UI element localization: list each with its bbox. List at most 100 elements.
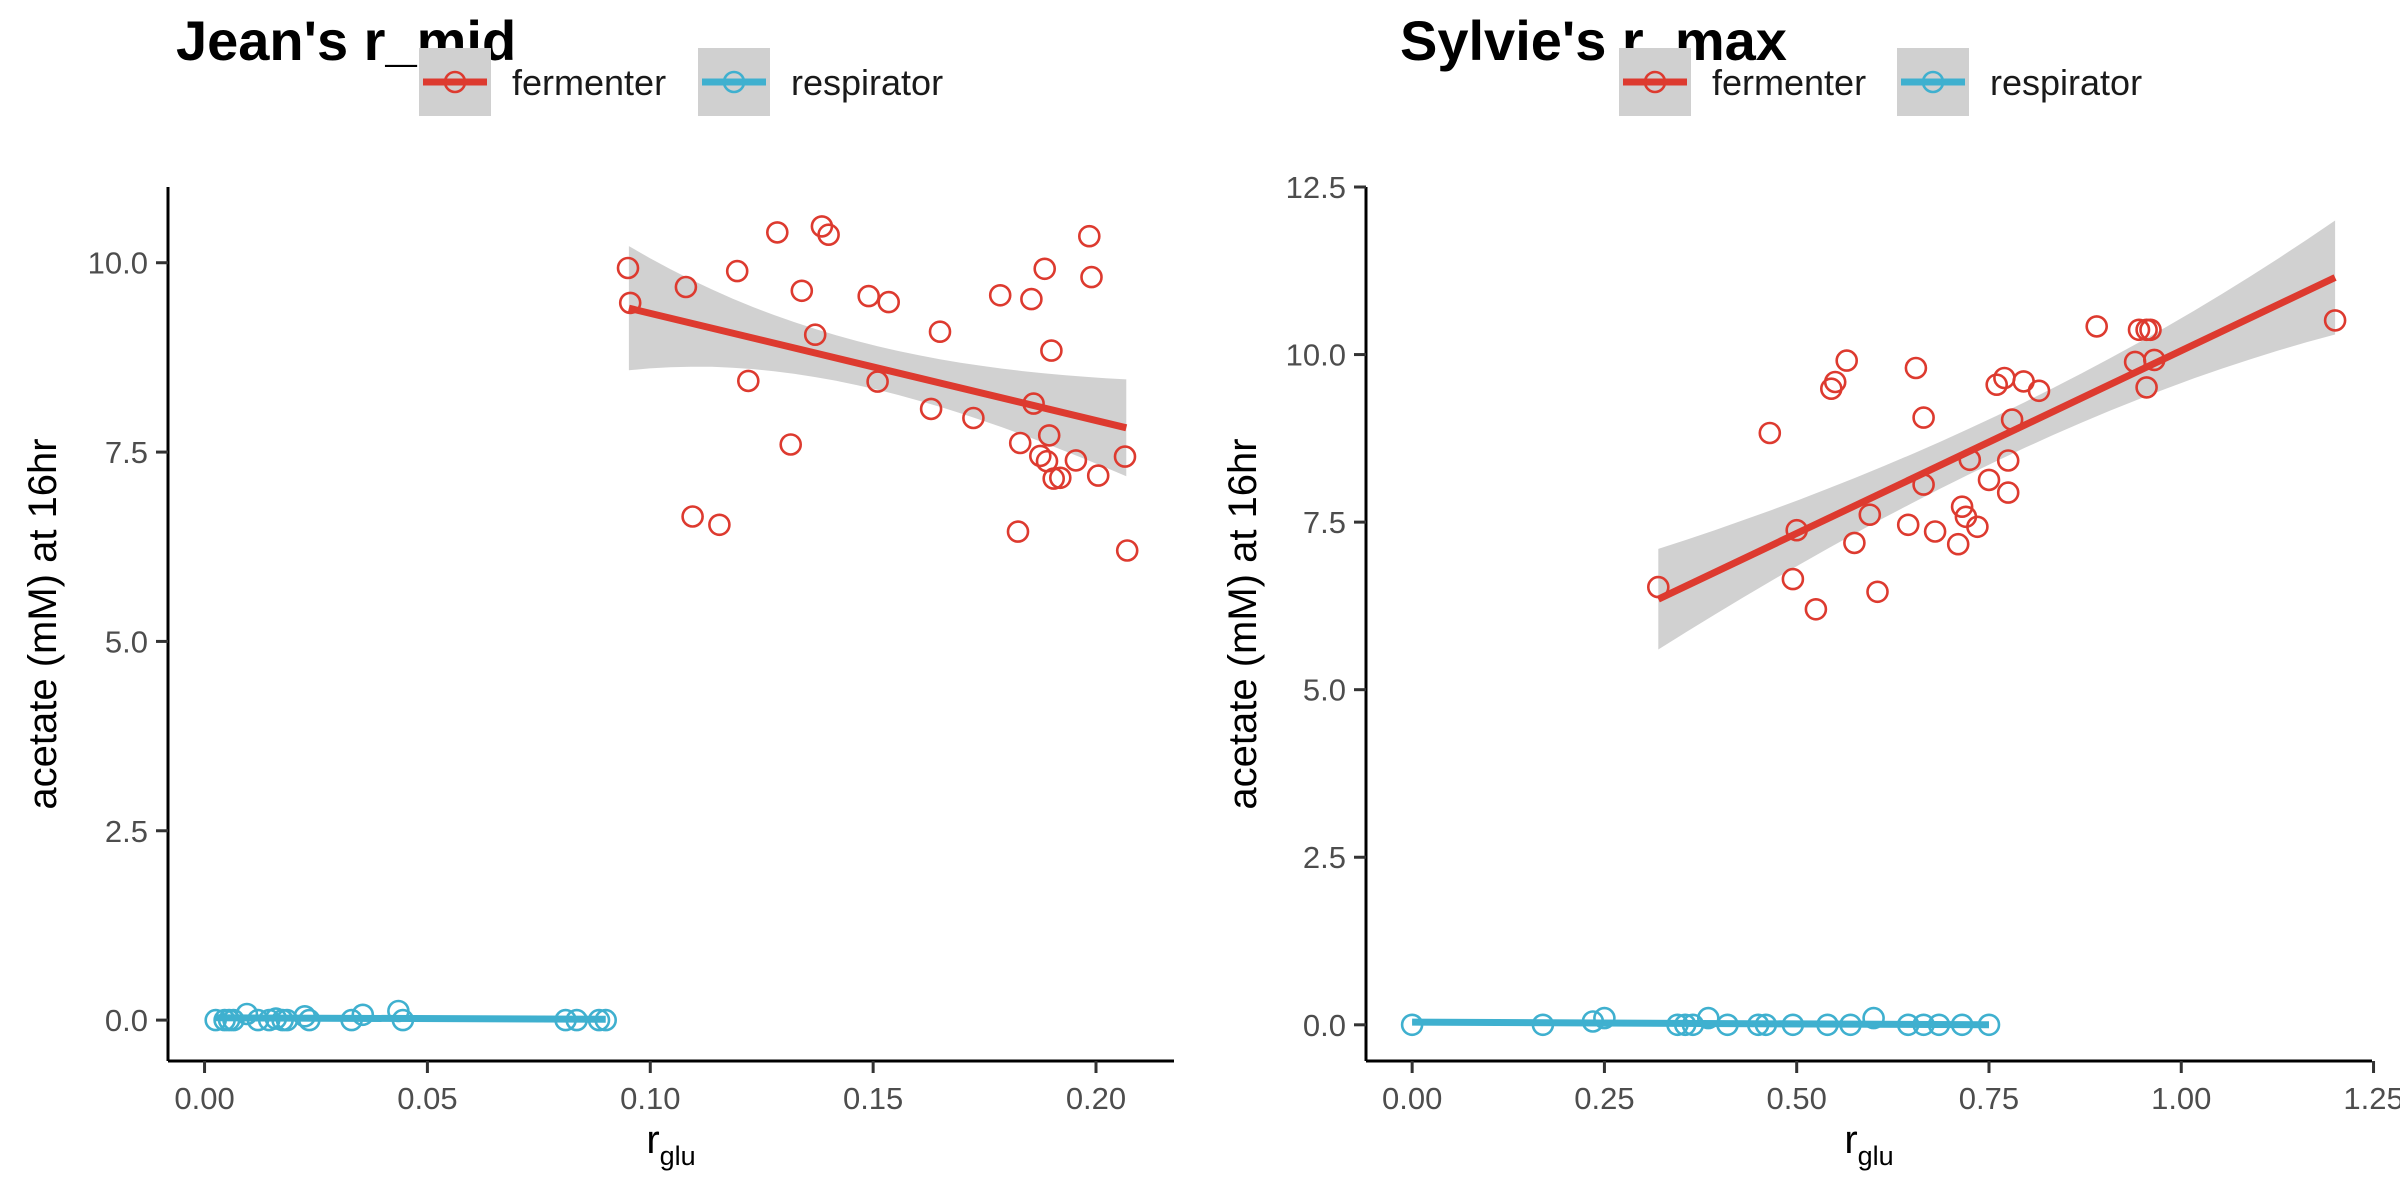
data-point-fermenter (2135, 376, 2158, 399)
y-tick-label: 7.5 (105, 435, 148, 470)
data-point-fermenter (618, 291, 642, 315)
x-tick-label: 0.50 (1767, 1081, 1827, 1116)
legend: fermenter respirator (1619, 48, 2142, 116)
data-point-fermenter (1020, 287, 1043, 311)
data-point-fermenter (1758, 421, 1782, 445)
y-tick-label: 2.5 (105, 814, 148, 849)
plot-area (1400, 220, 2347, 1037)
x-tick-label: 0.75 (1959, 1081, 2019, 1116)
legend-label: fermenter (512, 62, 666, 103)
data-point-fermenter (1823, 370, 1847, 394)
fit-line-respirator (1412, 1018, 1990, 1029)
data-point-fermenter (857, 284, 881, 308)
data-point-fermenter (1985, 373, 2008, 397)
x-tick-label: 1.25 (2343, 1081, 2400, 1116)
data-point-fermenter (1086, 464, 1110, 487)
data-point-fermenter (1966, 515, 1989, 539)
data-point-fermenter (1843, 531, 1866, 555)
x-axis-ticks: 0.00 0.05 0.10 0.15 0.20 (174, 1061, 1126, 1116)
y-tick-label: 5.0 (105, 624, 148, 659)
data-point-fermenter (681, 505, 704, 528)
y-tick-label: 0.0 (1303, 1008, 1346, 1043)
x-tick-label: 0.00 (1382, 1081, 1442, 1116)
legend-key-point (1921, 70, 1945, 94)
data-point-fermenter (1080, 265, 1103, 289)
x-tick-label: 0.20 (1066, 1081, 1126, 1116)
y-axis-ticks: 0.0 2.5 5.0 7.5 10.0 12.5 (1286, 170, 1366, 1043)
legend-key-point (443, 70, 467, 94)
confidence-bands (215, 246, 1127, 1022)
data-point-fermenter (962, 406, 985, 430)
y-axis-label: acetate (mM) at 16hr (21, 438, 65, 809)
x-tick-label: 0.05 (397, 1081, 457, 1116)
data-point-fermenter (725, 259, 749, 283)
data-point-fermenter (1049, 466, 1072, 490)
x-tick-label: 0.00 (174, 1081, 234, 1116)
data-point-fermenter (1006, 520, 1030, 543)
data-point-fermenter (919, 397, 943, 421)
fit-line-respirator (215, 1014, 606, 1023)
data-point-fermenter (779, 433, 803, 456)
data-point-fermenter (866, 370, 889, 393)
data-point-respirator (1697, 1006, 1720, 1030)
data-point-respirator (1593, 1006, 1616, 1030)
x-tick-label: 1.00 (2151, 1081, 2211, 1116)
legend-key-point (1643, 70, 1667, 94)
data-point-fermenter (616, 256, 640, 280)
data-point-fermenter (674, 275, 698, 299)
data-point-fermenter (1033, 257, 1056, 281)
y-tick-label: 2.5 (1303, 840, 1346, 875)
legend: fermenter respirator (419, 48, 943, 116)
y-tick-label: 12.5 (1286, 170, 1346, 205)
data-point-fermenter (1996, 481, 2020, 504)
data-point-respirator (351, 1003, 375, 1027)
data-point-fermenter (1896, 513, 1920, 537)
data-point-respirator (235, 1002, 259, 1026)
data-point-fermenter (765, 221, 789, 244)
data-point-fermenter (817, 223, 840, 246)
y-tick-label: 0.0 (105, 1003, 148, 1038)
fit-lines (1412, 274, 2337, 1029)
data-point-fermenter (1977, 468, 2001, 492)
legend-item-respirator: respirator (698, 48, 943, 116)
chart-title: Sylvie's r_max (1400, 9, 1787, 72)
data-point-fermenter (1950, 495, 1974, 519)
legend-item-respirator: respirator (1897, 48, 2142, 116)
x-axis-label-subscript: glu (1858, 1141, 1894, 1171)
y-tick-label: 10.0 (88, 246, 148, 281)
panel-jean: Jean's r_mid fermenter respirator 0.02. (21, 9, 1174, 1171)
legend-label: respirator (1990, 62, 2142, 103)
data-point-respirator (1862, 1006, 1885, 1030)
data-points (1400, 309, 2347, 1037)
data-point-fermenter (1912, 406, 1935, 429)
data-point-fermenter (2127, 318, 2151, 342)
legend-item-fermenter: fermenter (419, 48, 666, 116)
panel-sylvie: Sylvie's r_max fermenter respirator 0.0 2… (1221, 9, 2400, 1171)
data-point-fermenter (1996, 449, 2020, 472)
data-point-fermenter (1835, 349, 1858, 372)
data-point-fermenter (1040, 339, 1063, 362)
data-point-fermenter (988, 283, 1012, 307)
confidence-band-fermenter (628, 246, 1127, 477)
data-point-fermenter (2139, 318, 2162, 342)
x-axis-label-main: r (1844, 1118, 1857, 1162)
x-axis-label: rglu (646, 1118, 695, 1171)
plot-area (204, 215, 1139, 1032)
fit-line-fermenter (1656, 274, 2337, 603)
data-point-fermenter (2085, 315, 2108, 338)
data-point-fermenter (1042, 467, 1065, 490)
data-point-fermenter (877, 290, 901, 314)
data-point-fermenter (1037, 424, 1061, 447)
data-point-fermenter (1858, 503, 1882, 527)
legend-label: respirator (791, 62, 943, 103)
x-axis-ticks: 0.00 0.25 0.50 0.75 1.00 1.25 (1382, 1061, 2400, 1116)
data-point-fermenter (1029, 444, 1052, 468)
x-tick-label: 0.15 (843, 1081, 903, 1116)
data-point-fermenter (1904, 356, 1928, 380)
y-tick-label: 10.0 (1286, 338, 1346, 373)
data-point-fermenter (790, 279, 814, 303)
data-point-fermenter (1923, 520, 1947, 543)
data-point-fermenter (1804, 597, 1828, 621)
data-point-fermenter (1008, 431, 1032, 455)
data-point-fermenter (1064, 449, 1088, 472)
